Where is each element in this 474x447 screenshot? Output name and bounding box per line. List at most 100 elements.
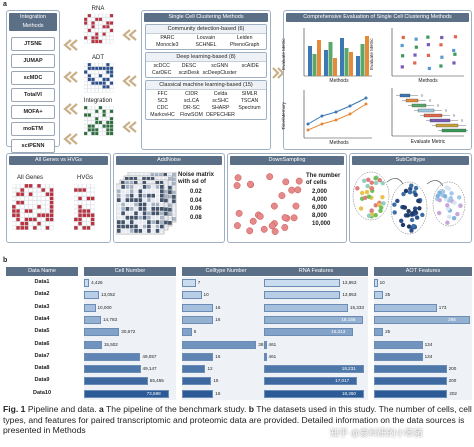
community-detection-box: Community detection-based (6) PARC Louvai… xyxy=(145,24,267,50)
cell-dot xyxy=(233,182,241,190)
noise-cell xyxy=(129,181,134,185)
matrix-cell xyxy=(20,225,25,230)
noise-cell xyxy=(142,177,146,181)
method-desc: DESC xyxy=(181,63,197,69)
adt-features-bar xyxy=(374,303,437,312)
eval-bar xyxy=(333,58,337,76)
noise-cell xyxy=(125,185,130,189)
method-scshc: scSHC xyxy=(212,98,229,104)
adt-features-value: 134 xyxy=(424,341,433,347)
hvgs-matrix xyxy=(74,184,95,230)
noise-cell xyxy=(159,173,163,177)
noise-cell xyxy=(142,181,147,185)
noise-value: 0.06 xyxy=(190,206,202,212)
adt-features-value: 173 xyxy=(438,304,447,310)
celltype-number-value: 38 xyxy=(258,341,264,347)
dataset-name: Data6 xyxy=(34,340,50,347)
noise-cell xyxy=(160,198,164,202)
cell-dot xyxy=(270,202,278,210)
matrix-cell xyxy=(86,221,91,226)
matrix-cell xyxy=(78,204,83,209)
matrix-cell xyxy=(41,192,46,197)
matrix-cell xyxy=(87,81,92,85)
matrix-cell xyxy=(102,63,106,67)
dataset-name: Data7 xyxy=(34,352,50,359)
cluster-dot xyxy=(401,191,406,197)
matrix-cell xyxy=(12,188,16,193)
matrix-cell xyxy=(87,14,92,18)
noise-cell xyxy=(134,198,138,202)
matrix-cell xyxy=(94,73,99,78)
matrix-cell xyxy=(102,32,106,36)
noise-cell xyxy=(155,207,160,211)
matrix-cell xyxy=(74,225,78,230)
cluster-dot xyxy=(406,224,412,229)
noise-cell xyxy=(163,173,167,177)
cluster-dot xyxy=(380,181,385,186)
noise-cell xyxy=(117,185,121,189)
classical-ml-box: Classical machine learning-based (15) FF… xyxy=(145,80,267,120)
matrix-cell xyxy=(84,131,88,136)
cluster-dot xyxy=(359,190,365,196)
eval-point xyxy=(452,48,456,53)
deep-learning-box: Deep learning-based (8) scDCC DESC scGNN sc… xyxy=(145,52,267,78)
matrix-cell xyxy=(45,217,50,222)
matrix-cell xyxy=(28,209,33,214)
caption-fig-label: Fig. 1 xyxy=(3,404,26,414)
cluster-dot xyxy=(442,194,448,199)
matrix-cell xyxy=(94,109,99,114)
cluster-dot xyxy=(412,206,418,211)
matrix-cell xyxy=(109,39,114,44)
noise-cell xyxy=(164,211,168,216)
outlier xyxy=(460,119,464,122)
matrix-cell xyxy=(102,39,106,44)
dataset-name: Data2 xyxy=(34,291,50,298)
matrix-cell xyxy=(84,128,88,132)
matrix-cell xyxy=(106,120,110,125)
noise-cell xyxy=(138,215,143,220)
matrix-cell xyxy=(41,200,46,205)
matrix-cell xyxy=(94,24,99,29)
noise-cell xyxy=(160,215,164,220)
cluster-dot xyxy=(437,197,442,203)
noise-cell xyxy=(134,202,138,207)
clustering-methods-header: Single Cell Clustering Methods xyxy=(144,13,268,22)
subcelltype-clusters xyxy=(352,171,466,235)
method-parc: PARC xyxy=(160,35,175,41)
matrix-cell xyxy=(109,66,114,71)
matrix-cell xyxy=(74,196,78,201)
matrix-cell xyxy=(90,217,95,222)
cluster-dot xyxy=(409,183,414,188)
matrix-cell xyxy=(87,109,92,114)
matrix-cell xyxy=(87,106,92,110)
noise-cell xyxy=(172,195,176,199)
matrix-cell xyxy=(12,221,16,226)
all-genes-label: All Genes xyxy=(16,175,43,181)
noise-cell xyxy=(168,199,172,203)
cluster-dot xyxy=(361,178,367,183)
matrix-cell xyxy=(74,184,78,188)
matrix-cell xyxy=(109,81,114,85)
eval-point xyxy=(427,66,431,71)
adt-features-bar xyxy=(374,377,447,386)
cell-number-value: 14,783 xyxy=(103,316,118,322)
matrix-cell xyxy=(106,32,110,36)
noise-cell xyxy=(125,215,130,220)
noise-cell xyxy=(129,189,134,194)
matrix-cell xyxy=(41,213,46,218)
matrix-cell xyxy=(84,39,88,44)
dataset-name: Data9 xyxy=(34,377,50,384)
method-scdeepcluster: scDeepCluster xyxy=(202,70,237,76)
noise-cell xyxy=(151,215,155,220)
adt-features-bar xyxy=(374,315,471,324)
adt-features-bar xyxy=(374,365,447,374)
clustering-methods-box: Single Cell Clustering Methods Community… xyxy=(141,10,271,150)
matrix-cell xyxy=(91,17,95,22)
table-header-1: Cell Number xyxy=(84,267,176,276)
matrix-cell xyxy=(106,63,110,67)
cluster-dot xyxy=(446,214,452,220)
cell-dot xyxy=(234,174,242,182)
cell-dot xyxy=(295,177,303,185)
matrix-cell xyxy=(91,128,95,132)
noise-cell xyxy=(121,224,125,229)
